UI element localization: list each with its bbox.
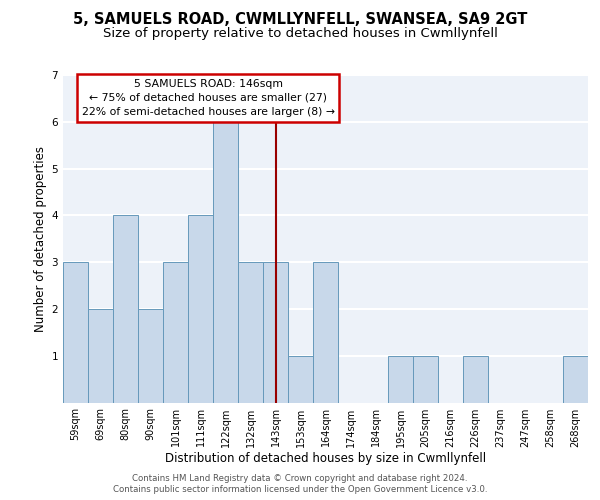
Bar [213,122,238,402]
Text: 5, SAMUELS ROAD, CWMLLYNFELL, SWANSEA, SA9 2GT: 5, SAMUELS ROAD, CWMLLYNFELL, SWANSEA, S… [73,12,527,28]
Bar [188,216,213,402]
Text: 5 SAMUELS ROAD: 146sqm
← 75% of detached houses are smaller (27)
22% of semi-det: 5 SAMUELS ROAD: 146sqm ← 75% of detached… [82,78,335,116]
Text: Contains HM Land Registry data © Crown copyright and database right 2024.: Contains HM Land Registry data © Crown c… [132,474,468,483]
Bar [113,216,138,402]
Bar [388,356,413,403]
Bar [463,356,488,403]
Bar [238,262,263,402]
Bar [88,309,113,402]
Bar [563,356,588,403]
Text: Size of property relative to detached houses in Cwmllynfell: Size of property relative to detached ho… [103,28,497,40]
Text: Contains public sector information licensed under the Open Government Licence v3: Contains public sector information licen… [113,485,487,494]
Bar [413,356,438,403]
Bar [288,356,313,403]
Y-axis label: Number of detached properties: Number of detached properties [34,146,47,332]
X-axis label: Distribution of detached houses by size in Cwmllynfell: Distribution of detached houses by size … [165,452,486,466]
Bar [63,262,88,402]
Bar [263,262,288,402]
Bar [163,262,188,402]
Bar [313,262,338,402]
Bar [138,309,163,402]
